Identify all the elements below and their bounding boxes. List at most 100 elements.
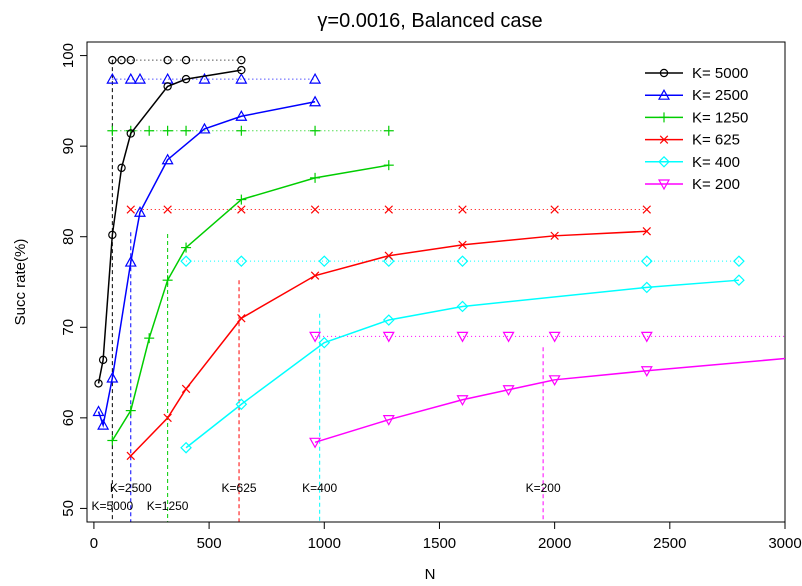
reference-point-0-3 bbox=[163, 55, 172, 65]
reference-point-4-3 bbox=[382, 255, 395, 268]
x-axis: 0 500 1000 1500 2000 2500 3000 bbox=[90, 521, 802, 552]
reference-point-1-0 bbox=[106, 72, 119, 84]
legend-entry-4: K= 400 bbox=[645, 154, 740, 171]
reference-series-2 bbox=[107, 125, 394, 136]
annotations: K=5000 K=2500 K=1250 K=625 K=400 K=200 bbox=[91, 481, 560, 513]
series-line-3 bbox=[130, 230, 647, 457]
data-point-5-3 bbox=[502, 385, 515, 397]
data-point-0-2 bbox=[108, 230, 117, 240]
y-tick-label-1: 60 bbox=[60, 410, 77, 427]
data-point-1-4 bbox=[133, 206, 147, 217]
series-3 bbox=[126, 227, 652, 461]
reference-point-0-4 bbox=[181, 55, 191, 65]
reference-point-3-0 bbox=[126, 205, 135, 214]
reference-point-3-7 bbox=[642, 205, 652, 214]
y-tick-label-5: 100 bbox=[60, 43, 77, 68]
reference-point-3-1 bbox=[163, 205, 172, 214]
y-axis: 50 60 70 80 90 100 bbox=[60, 43, 88, 517]
reference-point-2-5 bbox=[236, 125, 247, 136]
series-4 bbox=[180, 274, 745, 454]
data-point-5-4 bbox=[548, 375, 561, 387]
data-point-2-0 bbox=[107, 435, 118, 446]
data-point-2-4 bbox=[181, 242, 192, 253]
reference-point-1-2 bbox=[133, 72, 147, 84]
reference-point-5-5 bbox=[640, 331, 653, 343]
data-point-4-0 bbox=[180, 441, 192, 454]
x-tick-label-0: 0 bbox=[90, 535, 98, 552]
data-point-1-8 bbox=[309, 95, 322, 107]
reference-point-5-1 bbox=[382, 331, 395, 343]
series-line-0 bbox=[97, 69, 242, 384]
data-point-0-0 bbox=[94, 379, 103, 388]
legend-entry-0: K= 5000 bbox=[645, 65, 748, 82]
data-point-4-3 bbox=[382, 314, 395, 326]
data-point-1-7 bbox=[235, 110, 248, 121]
legend-entry-1: K= 2500 bbox=[645, 87, 748, 104]
data-point-4-6 bbox=[733, 274, 745, 287]
y-tick-label-0: 50 bbox=[60, 500, 77, 517]
legend: K= 5000 K= 2500 K= 1250 K= 625 K= 400 K= 200 bbox=[645, 65, 748, 193]
reference-point-1-4 bbox=[198, 72, 211, 84]
data-point-2-3 bbox=[162, 275, 173, 286]
data-point-1-5 bbox=[161, 153, 174, 165]
data-point-3-1 bbox=[163, 413, 172, 423]
reference-point-3-6 bbox=[550, 205, 559, 214]
data-point-4-4 bbox=[456, 300, 469, 313]
legend-swatch-marker bbox=[659, 112, 669, 123]
plot-frame bbox=[86, 41, 786, 523]
legend-swatch-marker bbox=[659, 135, 669, 144]
reference-series-0 bbox=[108, 55, 246, 65]
legend-label: K= 400 bbox=[692, 154, 740, 171]
y-tick-label-3: 80 bbox=[60, 228, 77, 245]
legend-swatch-marker bbox=[657, 179, 671, 191]
legend-swatch-marker bbox=[659, 68, 669, 78]
legend-label: K= 625 bbox=[692, 132, 740, 149]
reference-series-4 bbox=[180, 255, 745, 268]
data-series bbox=[92, 65, 785, 461]
data-point-3-5 bbox=[384, 251, 393, 260]
data-point-2-5 bbox=[236, 194, 247, 205]
reference-point-5-0 bbox=[309, 331, 322, 343]
data-point-5-2 bbox=[456, 395, 469, 406]
data-point-0-6 bbox=[181, 74, 191, 84]
data-point-4-5 bbox=[640, 281, 653, 294]
series-0 bbox=[94, 65, 246, 388]
legend-label: K= 1250 bbox=[692, 109, 748, 126]
legend-label: K= 2500 bbox=[692, 87, 748, 104]
x-tick-label-4: 2000 bbox=[538, 535, 571, 552]
reference-point-5-2 bbox=[456, 331, 469, 343]
reference-point-3-4 bbox=[384, 205, 393, 214]
data-point-2-1 bbox=[125, 405, 136, 416]
reference-point-4-5 bbox=[640, 255, 653, 268]
legend-label: K= 5000 bbox=[692, 65, 748, 82]
x-tick-label-1: 500 bbox=[197, 535, 222, 552]
reference-vertical-lines bbox=[111, 60, 544, 522]
reference-point-4-4 bbox=[456, 255, 469, 268]
legend-entry-3: K= 625 bbox=[645, 132, 740, 149]
reference-point-3-5 bbox=[458, 205, 467, 214]
reference-point-4-6 bbox=[733, 255, 745, 268]
chart-title: γ=0.0016, Balanced case bbox=[317, 10, 542, 32]
reference-point-4-1 bbox=[235, 255, 248, 268]
y-tick-label-4: 90 bbox=[60, 138, 77, 155]
reference-point-2-0 bbox=[107, 125, 118, 136]
x-tick-label-2: 1000 bbox=[308, 535, 341, 552]
x-tick-label-6: 3000 bbox=[768, 535, 801, 552]
reference-point-0-5 bbox=[237, 55, 246, 65]
legend-label: K= 200 bbox=[692, 176, 740, 193]
data-point-5-1 bbox=[382, 415, 395, 426]
data-point-2-7 bbox=[383, 160, 394, 171]
series-line-2 bbox=[111, 164, 389, 441]
reference-series-1 bbox=[106, 72, 322, 84]
legend-entry-5: K= 200 bbox=[645, 176, 740, 193]
legend-entry-2: K= 1250 bbox=[645, 109, 748, 126]
data-point-3-7 bbox=[550, 231, 559, 241]
y-tick-label-2: 70 bbox=[60, 319, 77, 336]
data-point-0-4 bbox=[126, 129, 135, 138]
data-point-0-1 bbox=[98, 355, 108, 365]
reference-series bbox=[106, 55, 785, 343]
reference-point-1-1 bbox=[124, 72, 137, 84]
reference-point-5-3 bbox=[502, 331, 515, 343]
data-point-3-2 bbox=[181, 384, 191, 394]
reference-point-3-3 bbox=[310, 205, 320, 214]
